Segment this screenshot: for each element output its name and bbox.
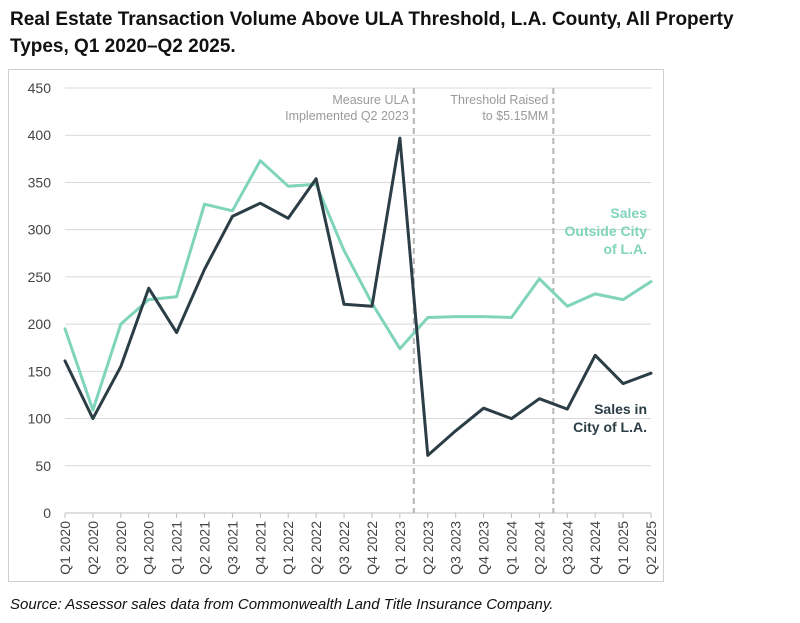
annotation-text: Threshold Raised xyxy=(450,93,548,107)
y-tick-label: 100 xyxy=(28,411,52,427)
x-tick-label: Q3 2022 xyxy=(336,521,352,575)
x-tick-label: Q1 2022 xyxy=(280,521,296,575)
x-tick-label: Q4 2021 xyxy=(252,521,268,575)
x-tick-label: Q4 2020 xyxy=(141,521,157,575)
chart-frame: 0 50 100 150 200 250 300 350 400 450 Q1 2020 Q2 20… xyxy=(8,69,664,582)
y-tick-label: 450 xyxy=(28,80,52,96)
x-tick-label: Q2 2021 xyxy=(197,521,213,575)
annotations: Measure ULA Implemented Q2 2023 Threshold … xyxy=(285,93,548,123)
series-lines xyxy=(63,136,653,457)
line-chart: 0 50 100 150 200 250 300 350 400 450 Q1 2020 Q2 20… xyxy=(28,80,659,575)
y-tick-label: 50 xyxy=(35,458,51,474)
x-tick-label: Q2 2023 xyxy=(420,521,436,575)
x-tick-label: Q2 2025 xyxy=(643,521,659,575)
x-tick-label: Q1 2020 xyxy=(57,521,73,575)
x-tick-label: Q3 2024 xyxy=(559,521,575,575)
x-tick-label: Q1 2025 xyxy=(615,521,631,575)
series-label-2: Sales in xyxy=(594,401,647,417)
y-tick-label: 250 xyxy=(28,269,52,285)
series-label-1: Sales xyxy=(610,205,647,221)
x-tick-label: Q4 2023 xyxy=(476,521,492,575)
series-label-1: Outside City xyxy=(565,223,648,239)
x-tick-label: Q2 2022 xyxy=(308,521,324,575)
chart-title: Real Estate Transaction Volume Above ULA… xyxy=(10,9,734,57)
x-tick-label: Q4 2024 xyxy=(587,521,603,575)
series-labels: Sales Outside City of L.A. Sales in City of … xyxy=(565,205,648,435)
y-tick-label: 300 xyxy=(28,222,52,238)
annotation-text: to $5.15MM xyxy=(482,109,548,123)
x-tick-label: Q4 2022 xyxy=(364,521,380,575)
x-tick-label: Q3 2021 xyxy=(224,521,240,575)
x-tick-label: Q1 2021 xyxy=(169,521,185,575)
series-line-2 xyxy=(63,136,653,457)
x-tick-label: Q3 2023 xyxy=(448,521,464,575)
annotation-text: Implemented Q2 2023 xyxy=(285,109,409,123)
annotation-text: Measure ULA xyxy=(332,93,409,107)
series-label-1: of L.A. xyxy=(603,241,647,257)
x-tick-label: Q2 2020 xyxy=(85,521,101,575)
x-axis-ticks: Q1 2020 Q2 2020 Q3 2020 Q4 2020 Q1 2021 Q2 20… xyxy=(57,513,659,575)
x-tick-label: Q1 2023 xyxy=(392,521,408,575)
source-note: Source: Assessor sales data from Commonw… xyxy=(10,596,554,613)
series-label-2: City of L.A. xyxy=(573,419,647,435)
series-line-1 xyxy=(63,159,653,412)
y-axis-ticks: 0 50 100 150 200 250 300 350 400 450 xyxy=(28,80,52,521)
x-tick-label: Q1 2024 xyxy=(503,521,519,575)
y-tick-label: 200 xyxy=(28,316,52,332)
y-tick-label: 0 xyxy=(43,505,51,521)
y-tick-label: 350 xyxy=(28,174,52,190)
x-tick-label: Q2 2024 xyxy=(531,521,547,575)
x-tick-label: Q3 2020 xyxy=(113,521,129,575)
y-tick-label: 400 xyxy=(28,127,52,143)
y-tick-label: 150 xyxy=(28,363,52,379)
